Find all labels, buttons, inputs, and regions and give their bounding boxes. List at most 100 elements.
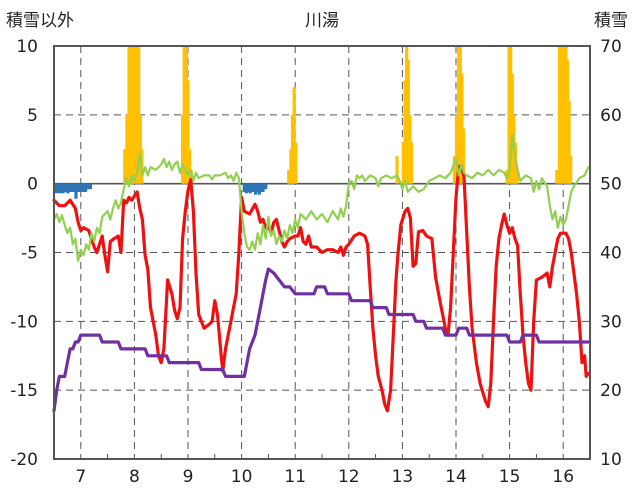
bar [130, 46, 134, 184]
y-tick-label-left: -5 [21, 244, 38, 264]
bar [86, 183, 90, 190]
bar [75, 183, 80, 192]
bar [189, 169, 193, 184]
bar [264, 183, 268, 190]
bar [244, 183, 249, 194]
bar [507, 46, 511, 184]
y-tick-label-right: 20 [600, 381, 622, 401]
bar [457, 46, 461, 184]
bar [72, 183, 76, 192]
bar [182, 46, 186, 184]
x-tick-label: 10 [231, 467, 253, 487]
bar [458, 46, 462, 184]
bar [561, 46, 565, 184]
bar [256, 183, 260, 192]
bar [452, 156, 456, 184]
bar [71, 183, 75, 192]
y-tick-label-left: 10 [16, 37, 38, 57]
y-tick-label-right: 60 [600, 106, 622, 126]
x-tick-label: 14 [445, 467, 467, 487]
bar [186, 80, 190, 184]
bar [80, 183, 85, 192]
snow-bars [123, 46, 573, 184]
bar [181, 114, 185, 184]
bar [66, 183, 70, 194]
y-tick-label-right: 70 [600, 37, 622, 57]
bar [53, 183, 57, 192]
y-tick-label-right: 50 [600, 175, 622, 195]
bar [77, 183, 81, 192]
bar [569, 156, 573, 184]
y-tick-label-right: 40 [600, 244, 622, 264]
x-tick-label: 15 [499, 467, 521, 487]
bar [67, 183, 72, 192]
y-tick-label-left: -20 [10, 450, 38, 470]
bar [133, 46, 138, 184]
bar [565, 59, 570, 184]
y-tick-label-left: 5 [27, 106, 38, 126]
x-tick-label: 13 [392, 467, 414, 487]
bar [132, 46, 136, 184]
bar [259, 183, 264, 192]
series-line-1 [52, 133, 590, 262]
bar [246, 183, 250, 192]
bar [405, 46, 409, 184]
bar [123, 149, 127, 184]
bar [84, 183, 88, 192]
x-tick-label: 12 [338, 467, 360, 487]
bar [559, 46, 563, 184]
bar [408, 114, 412, 184]
x-tick-label: 16 [552, 467, 574, 487]
bar [454, 114, 459, 184]
bar [510, 73, 514, 184]
y-tick-label-left: -15 [10, 381, 38, 401]
bar [461, 128, 466, 184]
bar [79, 183, 83, 192]
bar [261, 183, 265, 192]
bar [125, 114, 129, 184]
x-tick-label: 11 [284, 467, 306, 487]
bar [138, 114, 142, 184]
bar [460, 73, 464, 184]
bar [250, 183, 254, 192]
bar [403, 80, 407, 184]
bar [59, 183, 64, 192]
bar [248, 183, 252, 194]
bar [564, 46, 568, 184]
bar [137, 46, 141, 184]
bar [127, 46, 131, 184]
bar [567, 101, 571, 184]
bar [555, 169, 559, 184]
bar [409, 142, 414, 184]
bar [562, 46, 566, 184]
bar [69, 183, 73, 192]
bar [61, 183, 65, 194]
bar [515, 169, 519, 184]
bar [292, 87, 296, 184]
bar [135, 46, 139, 184]
bar [88, 183, 93, 190]
bar [74, 183, 78, 199]
bar [56, 183, 60, 192]
y-tick-label-right: 10 [600, 450, 622, 470]
y-tick-label-left: 0 [27, 175, 38, 195]
bar [58, 183, 62, 194]
bar [287, 169, 291, 184]
bar [294, 142, 298, 184]
bar [129, 46, 133, 184]
series-line-0 [52, 164, 591, 413]
bar [55, 183, 59, 194]
bar [509, 46, 513, 184]
chart-title: 川湯 [305, 11, 339, 31]
bar [64, 183, 68, 192]
x-tick-label: 7 [75, 467, 86, 487]
bar [184, 46, 188, 184]
bar [188, 149, 192, 184]
y-tick-label-right: 30 [600, 312, 622, 332]
series-lines [52, 133, 591, 413]
bar [557, 46, 562, 184]
bar [401, 142, 406, 184]
bar [252, 183, 256, 192]
